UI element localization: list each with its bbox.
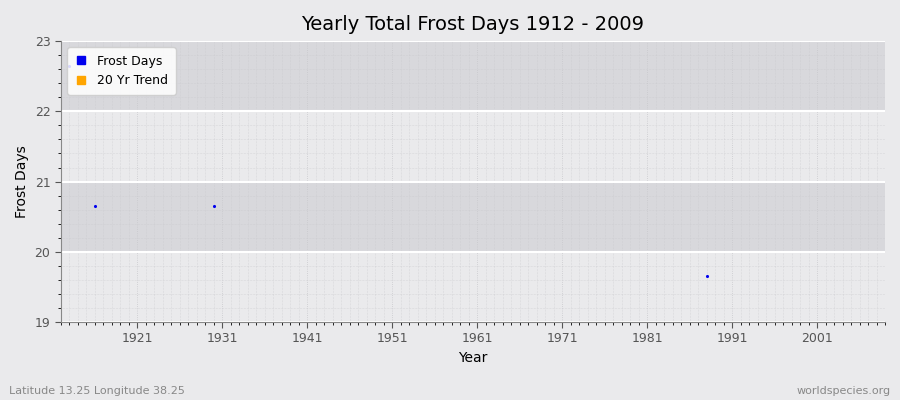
Bar: [61, 252, 885, 322]
Bar: [61, 182, 885, 252]
Title: Yearly Total Frost Days 1912 - 2009: Yearly Total Frost Days 1912 - 2009: [302, 15, 644, 34]
Text: Latitude 13.25 Longitude 38.25: Latitude 13.25 Longitude 38.25: [9, 386, 184, 396]
Point: [207, 203, 221, 209]
Bar: [61, 41, 885, 111]
Bar: [61, 111, 885, 182]
X-axis label: Year: Year: [458, 351, 488, 365]
Y-axis label: Frost Days: Frost Days: [15, 145, 29, 218]
Point: [699, 273, 714, 280]
Point: [62, 62, 77, 69]
Text: worldspecies.org: worldspecies.org: [796, 386, 891, 396]
Legend: Frost Days, 20 Yr Trend: Frost Days, 20 Yr Trend: [68, 47, 176, 95]
Point: [87, 203, 102, 209]
